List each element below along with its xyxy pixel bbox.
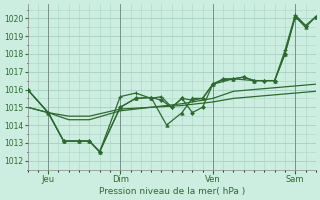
X-axis label: Pression niveau de la mer( hPa ): Pression niveau de la mer( hPa )	[99, 187, 245, 196]
